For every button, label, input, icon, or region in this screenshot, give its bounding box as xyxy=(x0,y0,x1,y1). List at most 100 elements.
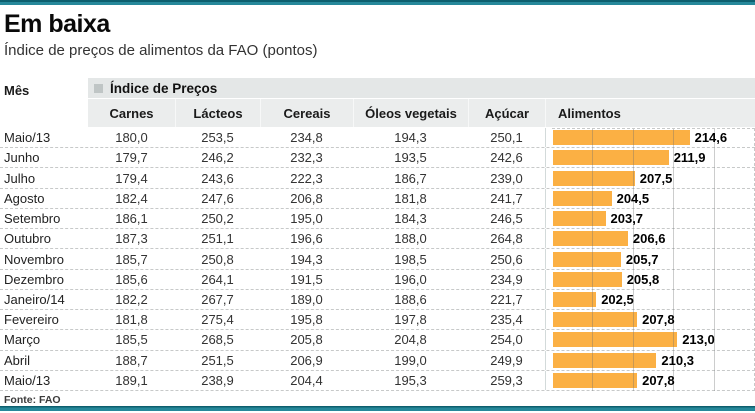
cell-oleos: 196,0 xyxy=(394,271,427,287)
row-month-label: Novembro xyxy=(4,251,64,267)
alimentos-value-label: 207,8 xyxy=(642,372,675,388)
cell-cereais: 204,4 xyxy=(290,372,323,388)
cell-oleos: 204,8 xyxy=(394,332,427,348)
source-note: Fonte: FAO xyxy=(4,394,61,406)
cell-oleos: 198,5 xyxy=(394,251,427,267)
alimentos-value-label: 210,3 xyxy=(661,352,694,368)
cell-cereais: 189,0 xyxy=(290,291,323,307)
cell-oleos: 186,7 xyxy=(394,170,427,186)
alimentos-cell: 206,6 xyxy=(545,229,755,249)
alimentos-bar xyxy=(553,170,635,186)
cell-carnes: 185,7 xyxy=(115,251,148,267)
table-row: Abril 188,7 251,5 206,9 199,0 249,9 210,… xyxy=(0,350,755,371)
alimentos-bar xyxy=(553,150,669,166)
alimentos-bar xyxy=(553,211,606,227)
table-row: Maio/13 180,0 253,5 234,8 194,3 250,1 21… xyxy=(0,128,755,149)
row-month-label: Janeiro/14 xyxy=(4,291,65,307)
alimentos-bar xyxy=(553,130,690,146)
cell-acucar: 246,5 xyxy=(490,211,523,227)
cell-lacteos: 268,5 xyxy=(201,332,234,348)
alimentos-cell: 207,8 xyxy=(545,370,755,391)
cell-lacteos: 250,8 xyxy=(201,251,234,267)
cell-lacteos: 246,2 xyxy=(201,150,234,166)
alimentos-value-label: 205,8 xyxy=(626,271,660,287)
cell-cereais: 194,3 xyxy=(290,251,323,267)
cell-cereais: 232,3 xyxy=(290,150,323,166)
cell-cereais: 205,8 xyxy=(290,332,323,348)
row-month-label: Julho xyxy=(4,170,36,186)
alimentos-cell: 204,5 xyxy=(545,188,755,208)
alimentos-cell: 205,7 xyxy=(545,249,755,269)
alimentos-bar xyxy=(553,251,621,267)
cell-carnes: 187,3 xyxy=(115,231,148,247)
alimentos-bar xyxy=(553,190,612,206)
cell-acucar: 235,4 xyxy=(490,312,523,328)
alimentos-value-label: 211,9 xyxy=(673,150,706,166)
alimentos-bar xyxy=(553,312,638,328)
cell-acucar: 242,6 xyxy=(490,150,523,166)
alimentos-bar xyxy=(553,291,597,307)
column-header-cereais: Cereais xyxy=(260,99,353,127)
column-header-row: Carnes Lácteos Cereais Óleos vegetais Aç… xyxy=(88,99,755,127)
group-header-label: Índice de Preços xyxy=(110,80,218,96)
row-month-label: Maio/13 xyxy=(4,372,51,388)
table-row: Março 185,5 268,5 205,8 204,8 254,0 213,… xyxy=(0,330,755,351)
row-month-label: Agosto xyxy=(4,190,45,206)
table-row: Outubro 187,3 251,1 196,6 188,0 264,8 20… xyxy=(0,229,755,250)
group-header-row: Índice de Preços xyxy=(88,78,755,99)
table-row: Janeiro/14 182,2 267,7 189,0 188,6 221,7… xyxy=(0,289,755,311)
column-header-mes: Mês xyxy=(4,83,30,98)
alimentos-cell: 207,5 xyxy=(545,168,755,188)
cell-acucar: 250,1 xyxy=(490,130,523,146)
column-header-carnes: Carnes xyxy=(109,105,154,121)
cell-lacteos: 253,5 xyxy=(201,130,234,146)
alimentos-cell: 203,7 xyxy=(545,208,755,229)
cell-cereais: 206,8 xyxy=(290,190,323,206)
row-month-label: Outubro xyxy=(4,231,51,247)
table-row: Setembro 186,1 250,2 195,0 184,3 246,5 2… xyxy=(0,208,755,230)
cell-carnes: 179,7 xyxy=(115,150,148,166)
cell-carnes: 185,5 xyxy=(115,332,148,348)
cell-oleos: 197,8 xyxy=(394,312,427,328)
cell-oleos: 188,6 xyxy=(394,291,427,307)
cell-acucar: 241,7 xyxy=(490,190,523,206)
cell-lacteos: 264,1 xyxy=(201,271,234,287)
cell-oleos: 194,3 xyxy=(394,130,427,146)
cell-oleos: 188,0 xyxy=(394,231,427,247)
cell-oleos: 199,0 xyxy=(394,352,427,368)
cell-acucar: 221,7 xyxy=(490,291,523,307)
row-month-label: Maio/13 xyxy=(4,130,51,146)
alimentos-bar xyxy=(553,271,622,287)
cell-acucar: 250,6 xyxy=(490,251,523,267)
table-body: Maio/13 180,0 253,5 234,8 194,3 250,1 21… xyxy=(0,128,755,392)
cell-cereais: 191,5 xyxy=(290,271,323,287)
cell-acucar: 249,9 xyxy=(490,352,523,368)
cell-carnes: 189,1 xyxy=(115,372,148,388)
cell-oleos: 181,8 xyxy=(394,190,427,206)
table-row: Novembro 185,7 250,8 194,3 198,5 250,6 2… xyxy=(0,249,755,270)
alimentos-value-label: 204,5 xyxy=(616,190,650,206)
top-accent-bar xyxy=(0,0,755,5)
cell-carnes: 185,6 xyxy=(115,271,148,287)
cell-oleos: 184,3 xyxy=(394,211,427,227)
cell-acucar: 259,3 xyxy=(490,372,523,388)
cell-cereais: 206,9 xyxy=(290,352,323,368)
row-month-label: Dezembro xyxy=(4,271,64,287)
cell-carnes: 181,8 xyxy=(115,312,148,328)
cell-cereais: 195,8 xyxy=(290,312,323,328)
cell-cereais: 196,6 xyxy=(290,231,323,247)
legend-square-icon xyxy=(94,83,103,93)
column-header-alimentos: Alimentos xyxy=(545,99,755,127)
alimentos-value-label: 207,5 xyxy=(639,170,673,186)
cell-lacteos: 251,1 xyxy=(201,231,234,247)
cell-carnes: 180,0 xyxy=(115,130,148,146)
alimentos-value-label: 214,6 xyxy=(694,130,728,146)
cell-acucar: 234,9 xyxy=(490,271,523,287)
row-month-label: Abril xyxy=(4,352,31,368)
cell-acucar: 239,0 xyxy=(490,170,523,186)
alimentos-cell: 205,8 xyxy=(545,269,755,289)
cell-lacteos: 250,2 xyxy=(201,211,234,227)
alimentos-value-label: 207,8 xyxy=(642,312,675,328)
table-row: Junho 179,7 246,2 232,3 193,5 242,6 211,… xyxy=(0,148,755,169)
